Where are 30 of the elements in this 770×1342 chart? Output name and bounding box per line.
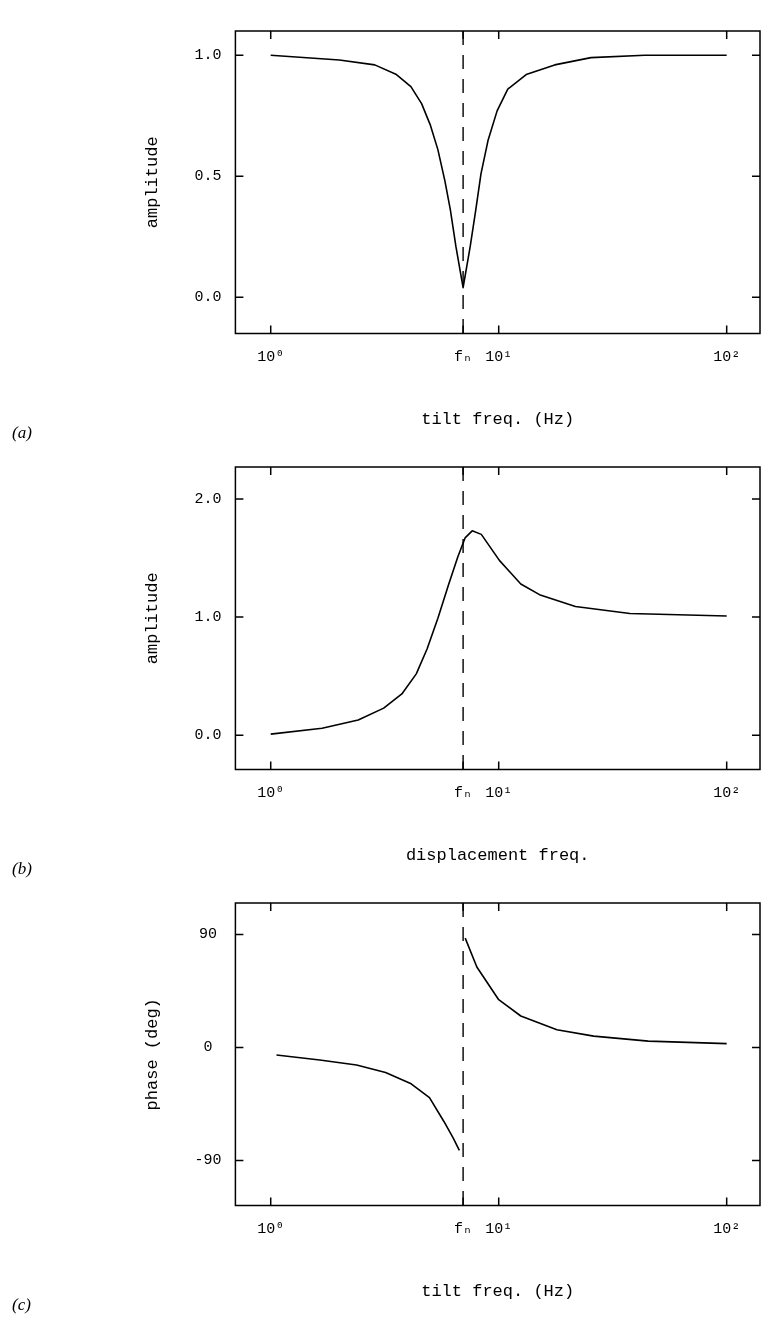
- x-tick-label: fₙ: [454, 784, 473, 802]
- y-axis-title: amplitude: [142, 136, 162, 229]
- x-axis-title: displacement freq.: [405, 846, 590, 866]
- y-tick-label: 1.0: [194, 47, 222, 65]
- x-tick-label: 10²: [713, 348, 741, 366]
- text: (a): [12, 423, 33, 443]
- y-tick-label: 0.0: [194, 727, 222, 745]
- x-tick-label: 10¹: [485, 784, 513, 802]
- x-tick-label: 10⁰: [257, 348, 285, 366]
- x-axis-title: tilt freq. (Hz): [421, 1282, 575, 1302]
- y-axis-title: amplitude: [142, 572, 162, 665]
- x-tick-label: 10¹: [485, 348, 513, 366]
- x-tick-label: 10¹: [485, 1220, 513, 1238]
- text: (b): [12, 859, 33, 879]
- x-tick-label: 10⁰: [257, 1220, 285, 1238]
- y-tick-label: 0: [203, 1039, 213, 1057]
- y-tick-label: 0.0: [194, 289, 222, 307]
- y-axis-title: phase (deg): [142, 998, 162, 1111]
- text: (c): [12, 1295, 32, 1315]
- x-tick-label: fₙ: [454, 348, 473, 366]
- x-tick-label: 10⁰: [257, 784, 285, 802]
- y-tick-label: -90: [194, 1152, 222, 1170]
- y-tick-label: 2.0: [194, 490, 222, 508]
- y-tick-label: 90: [198, 926, 217, 944]
- x-tick-label: 10²: [713, 1220, 741, 1238]
- y-tick-label: 0.5: [194, 168, 222, 186]
- x-tick-label: fₙ: [454, 1220, 473, 1238]
- x-tick-label: 10²: [713, 784, 741, 802]
- y-tick-label: 1.0: [194, 609, 222, 627]
- x-axis-title: tilt freq. (Hz): [421, 410, 575, 430]
